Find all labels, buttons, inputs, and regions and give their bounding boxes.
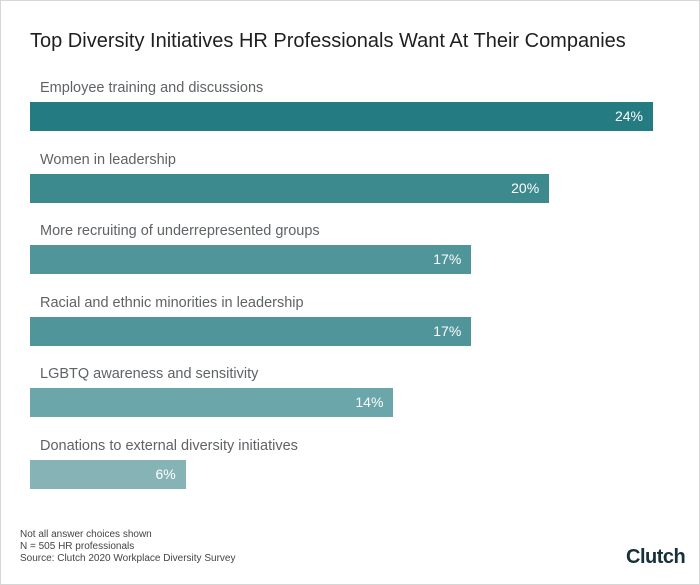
- footnote-sample: N = 505 HR professionals: [20, 541, 135, 552]
- value-label: 24%: [614, 108, 643, 124]
- bar: 6%: [30, 460, 186, 489]
- chart-title: Top Diversity Initiatives HR Professiona…: [30, 30, 626, 52]
- value-label: 17%: [433, 322, 462, 339]
- category-label: Racial and ethnic minorities in leadersh…: [40, 294, 304, 311]
- category-label: Employee training and discussions: [40, 80, 264, 96]
- category-label: LGBTQ awareness and sensitivity: [40, 366, 259, 383]
- bar: 20%: [30, 173, 550, 203]
- value-label: 14%: [355, 394, 384, 411]
- bar: 14%: [30, 388, 394, 418]
- category-label: Donations to external diversity initiati…: [40, 438, 298, 454]
- bar: 24%: [30, 102, 653, 131]
- category-label: More recruiting of underrepresented grou…: [40, 223, 320, 240]
- bar: 17%: [30, 245, 472, 275]
- bar: 17%: [30, 316, 472, 346]
- value-label: 6%: [155, 466, 176, 482]
- category-label: Women in leadership: [40, 151, 176, 168]
- footnote-source: Source: Clutch 2020 Workplace Diversity …: [20, 553, 236, 564]
- footnote-answers: Not all answer choices shown: [20, 529, 152, 540]
- value-label: 20%: [511, 179, 540, 196]
- value-label: 17%: [433, 251, 462, 268]
- clutch-logo: Clutch: [626, 546, 686, 568]
